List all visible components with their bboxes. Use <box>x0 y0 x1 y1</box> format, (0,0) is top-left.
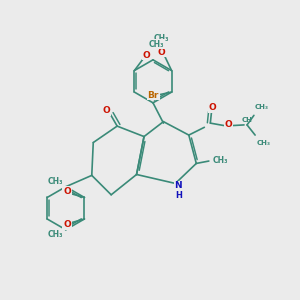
Text: CH: CH <box>242 116 253 122</box>
Text: O: O <box>63 187 71 196</box>
Text: N: N <box>175 181 182 190</box>
Text: CH₃: CH₃ <box>212 156 228 165</box>
Text: CH₃: CH₃ <box>48 177 64 186</box>
Text: O: O <box>142 50 150 59</box>
Text: O: O <box>208 103 216 112</box>
Text: O: O <box>103 106 110 115</box>
Text: Br: Br <box>147 91 159 100</box>
Text: CH₃: CH₃ <box>148 40 164 49</box>
Text: O: O <box>224 120 232 129</box>
Text: CH₃: CH₃ <box>256 140 271 146</box>
Text: CH₃: CH₃ <box>154 34 170 43</box>
Text: O: O <box>158 48 166 57</box>
Text: O: O <box>63 220 71 230</box>
Text: CH₃: CH₃ <box>254 104 268 110</box>
Text: CH₃: CH₃ <box>48 230 64 239</box>
Text: H: H <box>175 191 182 200</box>
